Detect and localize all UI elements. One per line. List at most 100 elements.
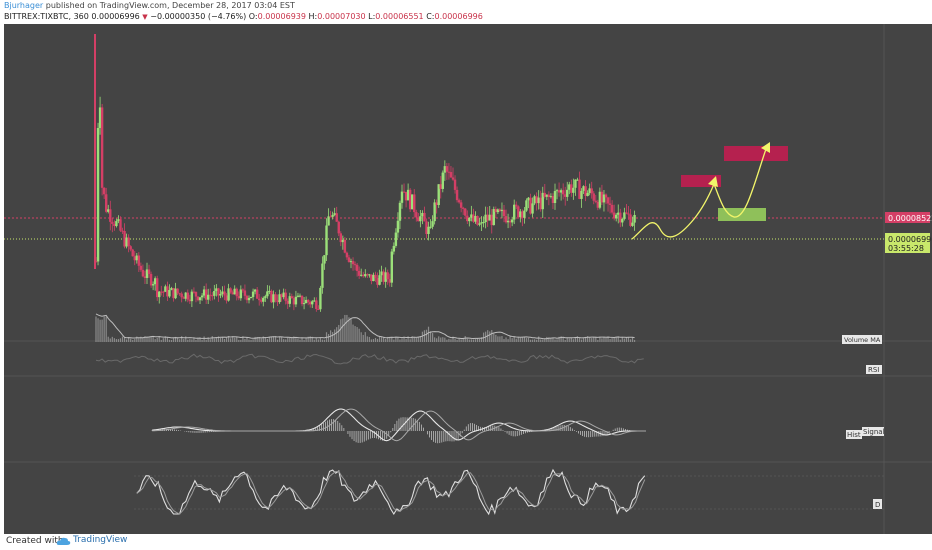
volume-bar (199, 337, 201, 342)
candle-body (135, 255, 138, 261)
volume-bar (383, 337, 385, 342)
volume-bar (427, 326, 430, 342)
candle-body (400, 191, 404, 203)
candle-body (243, 290, 247, 296)
volume-bar (401, 338, 403, 342)
projection-arrow-1 (708, 176, 718, 187)
macd-hist-bar (310, 429, 312, 431)
volume-bar (585, 336, 587, 342)
target-box-2[interactable] (724, 146, 788, 161)
macd-hist-bar (172, 429, 173, 431)
macd-hist-bar (398, 418, 400, 431)
macd-hist-bar (559, 425, 561, 431)
candle-body (449, 172, 453, 178)
macd-hist-bar (198, 431, 200, 433)
entry-box[interactable] (718, 208, 766, 221)
candle-body (313, 300, 316, 302)
candle-body (457, 200, 461, 203)
candle-body (251, 291, 255, 297)
candle-body (478, 223, 481, 225)
volume-bar (366, 336, 368, 342)
volume-bar (346, 314, 348, 342)
macd-hist-bar (335, 419, 337, 431)
candle-body (292, 298, 296, 305)
macd-hist-bar (343, 428, 345, 431)
volume-bar (374, 337, 377, 342)
volume-bar (474, 339, 477, 342)
candle-body (284, 292, 287, 301)
macd-hist-bar (369, 431, 371, 439)
macd-hist-bar (192, 431, 194, 433)
macd-hist-bar (500, 428, 502, 431)
volume-bar (119, 338, 122, 342)
candle-body (182, 297, 185, 299)
volume-bar (599, 336, 601, 342)
volume-bar (378, 336, 381, 342)
candle-body (170, 288, 173, 291)
macd-hist-bar (461, 431, 463, 434)
volume-bar (146, 336, 148, 342)
candle-body (247, 297, 251, 301)
stoch-d-tag (873, 499, 882, 509)
macd-hist-bar (359, 431, 361, 443)
candle-body (570, 184, 573, 193)
macd-hist-bar (178, 430, 180, 431)
macd-hist-bar (578, 431, 579, 434)
macd-hist-bar (620, 427, 622, 431)
macd-hist-bar (506, 431, 508, 434)
volume-bar (209, 339, 211, 342)
candle-body (302, 303, 306, 305)
candle-body (300, 295, 304, 305)
volume-bar (115, 339, 117, 342)
h-label: H: (308, 12, 318, 21)
macd-hist-bar (357, 431, 359, 443)
candle-body (439, 184, 442, 189)
macd-hist-bar (596, 431, 598, 437)
macd-hist-bar (318, 425, 320, 431)
volume-bar (197, 338, 199, 342)
volume-bar (595, 336, 597, 342)
macd-hist-bar (372, 431, 373, 439)
volume-bar (276, 339, 279, 342)
candle-body (500, 209, 504, 212)
volume-bar (495, 334, 497, 342)
signal-line (152, 408, 646, 442)
macd-hist-bar (445, 431, 447, 442)
author-link[interactable]: Bjurhager (4, 1, 44, 10)
candle-body (413, 194, 416, 213)
volume-bar (534, 339, 536, 342)
volume-bar (591, 338, 593, 342)
volume-bar (354, 326, 356, 342)
candle-body (174, 288, 177, 299)
candle-body (105, 194, 108, 212)
macd-hist-bar (612, 429, 614, 431)
tradingview-brand[interactable]: TradingView (73, 535, 128, 545)
macd-hist-bar (314, 427, 316, 431)
candle-body (325, 225, 328, 256)
candle-body (392, 245, 396, 252)
volume-bar (607, 336, 609, 342)
volume-bar (411, 336, 413, 342)
volume-bar (281, 337, 283, 342)
volume-bar (611, 338, 613, 342)
macd-hist-bar (453, 431, 455, 442)
price-chart[interactable]: 0.00008522 0.00006996 03:55:28 Volume MA… (4, 24, 932, 534)
candle-body (519, 211, 522, 218)
volume-bar (258, 337, 260, 342)
volume-bar (101, 319, 103, 342)
chart-area[interactable]: 0.00008522 0.00006996 03:55:28 Volume MA… (4, 24, 932, 534)
volume-bar (440, 337, 442, 342)
volume-bar (205, 339, 207, 342)
volume-bar (299, 339, 301, 342)
candle-body (572, 187, 575, 193)
macd-hist-bar (484, 427, 486, 431)
volume-bar (323, 339, 326, 342)
candle-body (119, 219, 122, 231)
candle-body (551, 196, 555, 204)
volume-bar (162, 338, 164, 342)
candle-body (531, 203, 534, 214)
volume-bar (203, 336, 205, 342)
macd-hist-bar (590, 431, 592, 438)
macd-hist-bar (200, 431, 202, 433)
candle-body (594, 200, 597, 202)
